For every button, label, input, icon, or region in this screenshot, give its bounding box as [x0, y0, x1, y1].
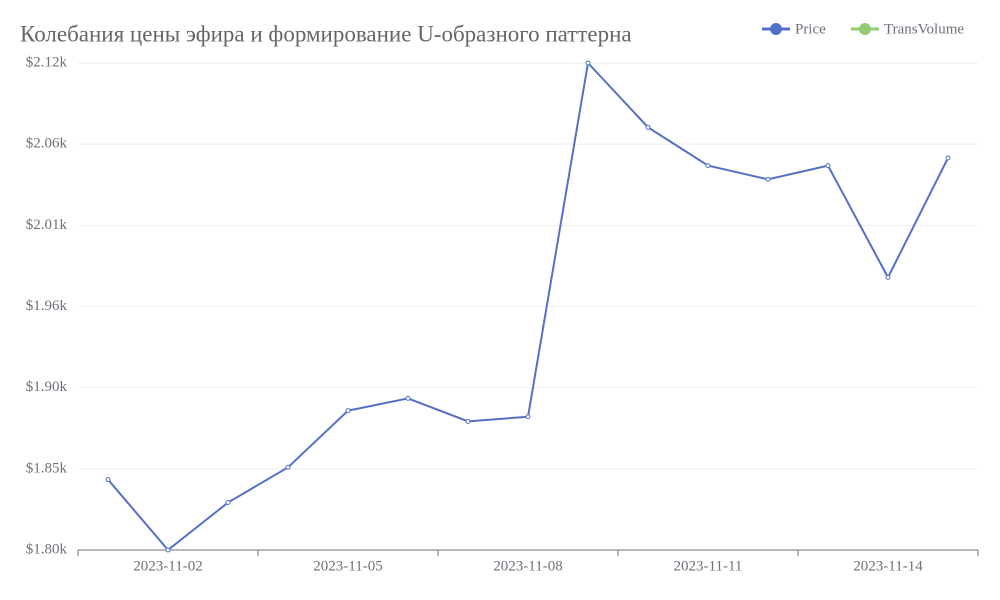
x-tick-label: 2023-11-05	[313, 558, 382, 574]
y-tick-label: $1.85k	[26, 460, 68, 476]
point	[345, 408, 351, 414]
x-tick-label: 2023-11-02	[133, 558, 202, 574]
point	[405, 395, 411, 401]
y-tick-label: $2.06k	[26, 136, 68, 152]
point	[825, 163, 831, 169]
point	[945, 155, 951, 161]
y-tick-label: $1.90k	[26, 379, 68, 395]
legend-label: TransVolume	[884, 21, 964, 37]
legend-label: Price	[795, 21, 826, 37]
point	[285, 464, 291, 470]
point	[705, 163, 711, 169]
x-tick-label: 2023-11-14	[853, 558, 923, 574]
legend-marker	[859, 23, 871, 35]
point	[165, 547, 171, 553]
point	[525, 414, 531, 420]
y-tick-label: $1.80k	[26, 541, 68, 557]
point	[105, 477, 111, 483]
point	[885, 274, 891, 280]
point	[765, 176, 771, 182]
point	[585, 60, 591, 66]
x-tick-label: 2023-11-08	[493, 558, 562, 574]
legend-marker	[770, 23, 782, 35]
point	[465, 418, 471, 424]
y-tick-label: $2.01k	[26, 217, 68, 233]
x-tick-label: 2023-11-11	[674, 558, 743, 574]
y-tick-label: $2.12k	[26, 54, 68, 70]
point	[645, 124, 651, 130]
y-tick-label: $1.96k	[26, 298, 68, 314]
point	[225, 500, 231, 506]
chart-title: Колебания цены эфира и формирование U-об…	[20, 21, 632, 46]
